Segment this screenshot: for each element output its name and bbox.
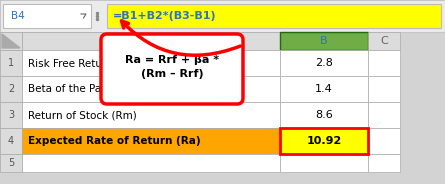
- Text: 2.8: 2.8: [315, 58, 333, 68]
- FancyBboxPatch shape: [107, 4, 441, 28]
- FancyBboxPatch shape: [0, 128, 22, 154]
- Text: Ra = Rrf + βa *
(Rm – Rrf): Ra = Rrf + βa * (Rm – Rrf): [125, 55, 219, 79]
- Text: Beta of the Particular Stock (βa): Beta of the Particular Stock (βa): [28, 84, 195, 94]
- FancyBboxPatch shape: [0, 0, 445, 32]
- Text: 10.92: 10.92: [306, 136, 342, 146]
- FancyBboxPatch shape: [280, 76, 368, 102]
- Text: Risk Free Return (Rrf): Risk Free Return (Rrf): [28, 58, 139, 68]
- FancyBboxPatch shape: [22, 128, 280, 154]
- FancyBboxPatch shape: [101, 34, 243, 104]
- FancyBboxPatch shape: [368, 76, 400, 102]
- FancyBboxPatch shape: [0, 154, 22, 172]
- FancyBboxPatch shape: [368, 32, 400, 50]
- FancyBboxPatch shape: [0, 50, 22, 76]
- FancyBboxPatch shape: [368, 102, 400, 128]
- Text: B: B: [320, 36, 328, 46]
- Text: 3: 3: [8, 110, 14, 120]
- Text: 4: 4: [8, 136, 14, 146]
- Text: B4: B4: [11, 11, 25, 21]
- FancyBboxPatch shape: [22, 76, 280, 102]
- FancyBboxPatch shape: [22, 102, 280, 128]
- Text: 5: 5: [8, 158, 14, 168]
- Text: C: C: [380, 36, 388, 46]
- Text: Expected Rate of Return (Ra): Expected Rate of Return (Ra): [28, 136, 201, 146]
- FancyBboxPatch shape: [3, 4, 91, 28]
- FancyBboxPatch shape: [368, 128, 400, 154]
- FancyBboxPatch shape: [22, 154, 280, 172]
- FancyBboxPatch shape: [22, 50, 280, 76]
- Text: 2: 2: [8, 84, 14, 94]
- FancyBboxPatch shape: [280, 50, 368, 76]
- FancyArrowPatch shape: [121, 21, 240, 55]
- FancyBboxPatch shape: [368, 50, 400, 76]
- Text: Return of Stock (Rm): Return of Stock (Rm): [28, 110, 137, 120]
- FancyBboxPatch shape: [22, 32, 280, 50]
- Text: =B1+B2*(B3-B1): =B1+B2*(B3-B1): [113, 11, 217, 21]
- FancyBboxPatch shape: [0, 102, 22, 128]
- FancyBboxPatch shape: [280, 32, 368, 50]
- FancyBboxPatch shape: [280, 128, 368, 154]
- FancyBboxPatch shape: [0, 32, 22, 50]
- Text: 8.6: 8.6: [315, 110, 333, 120]
- Text: 1: 1: [8, 58, 14, 68]
- FancyBboxPatch shape: [280, 154, 368, 172]
- FancyBboxPatch shape: [280, 102, 368, 128]
- FancyBboxPatch shape: [368, 154, 400, 172]
- FancyBboxPatch shape: [0, 76, 22, 102]
- Text: 1.4: 1.4: [315, 84, 333, 94]
- Polygon shape: [2, 34, 20, 48]
